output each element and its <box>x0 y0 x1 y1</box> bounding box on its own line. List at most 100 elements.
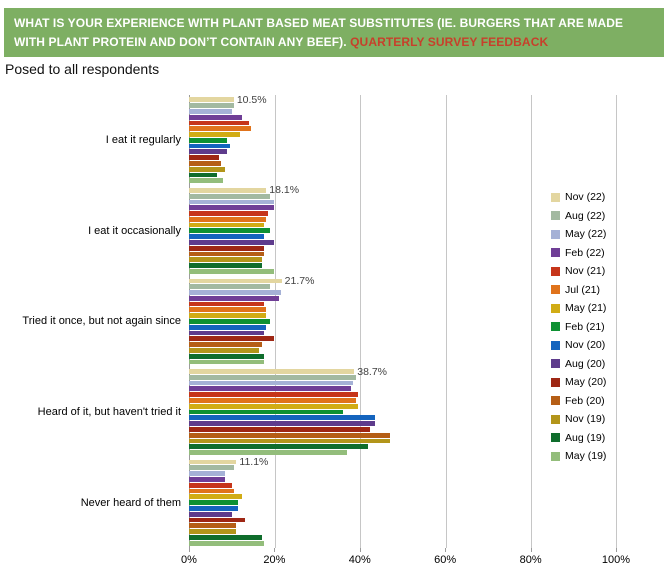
legend-item: Aug (20) <box>551 355 606 374</box>
bar-aug-20- <box>189 240 275 245</box>
bar-nov-20- <box>189 234 264 240</box>
bar-feb-20- <box>189 251 264 257</box>
bar-nov-22-: 38.7% <box>189 366 387 378</box>
legend-swatch <box>551 248 560 258</box>
bar-group: 11.1% <box>189 456 616 548</box>
category-row: Never heard of them 11.1% <box>0 456 616 548</box>
bar-chart: I eat it regularly 10.5% I eat it occasion… <box>0 88 672 577</box>
legend-swatch <box>551 266 560 276</box>
bar-nov-20- <box>189 506 239 511</box>
legend-swatch <box>551 433 560 443</box>
bar-jul-21- <box>189 216 266 222</box>
bar-jul-21- <box>189 398 356 403</box>
bar-may-20- <box>189 245 264 251</box>
bar-group: 21.7% <box>189 275 616 367</box>
bar-nov-19- <box>189 529 236 535</box>
bar-may-21- <box>189 313 266 319</box>
legend-label: Nov (20) <box>565 339 606 352</box>
bar-aug-19- <box>189 444 369 450</box>
legend-swatch <box>551 451 560 461</box>
bar-may-20- <box>189 155 219 161</box>
axis-tick-label: 100% <box>601 554 631 566</box>
bar-feb-20- <box>189 432 390 438</box>
bar-aug-20- <box>189 149 228 155</box>
legend-swatch <box>551 396 560 406</box>
bar-may-19- <box>189 450 347 456</box>
axis-tick-label: 80% <box>519 554 542 566</box>
bar-may-19- <box>189 359 264 365</box>
bar-aug-19- <box>189 535 262 540</box>
bar-may-22- <box>189 380 354 386</box>
legend-swatch <box>551 377 560 387</box>
legend-swatch <box>551 322 560 332</box>
bar-nov-21- <box>189 392 358 398</box>
axis-tick <box>359 548 361 552</box>
bar-nov-19- <box>189 257 262 263</box>
category-label: I eat it occasionally <box>88 224 181 237</box>
axis-tick-label: 60% <box>434 554 457 566</box>
data-label: 21.7% <box>284 275 315 287</box>
bar-nov-20- <box>189 324 266 330</box>
bar-feb-22- <box>189 205 275 211</box>
bar-nov-22-: 18.1% <box>189 184 299 196</box>
bar-nov-21- <box>189 120 249 126</box>
legend-swatch <box>551 340 560 350</box>
bar-nov-20- <box>189 415 375 421</box>
bar-feb-22- <box>189 386 352 392</box>
legend-label: Feb (20) <box>565 394 605 407</box>
bar-aug-19- <box>189 263 262 269</box>
legend-swatch <box>551 359 560 369</box>
bar-feb-22- <box>189 477 226 482</box>
axis-tick <box>530 548 532 552</box>
bar-feb-22- <box>189 295 279 301</box>
bar-aug-22- <box>189 465 234 471</box>
legend-item: Jul (21) <box>551 281 606 300</box>
axis-tick <box>616 548 617 552</box>
axis-tick-label: 20% <box>263 554 286 566</box>
bar-feb-22- <box>189 114 243 120</box>
legend-swatch <box>551 414 560 424</box>
legend-item: Aug (22) <box>551 207 606 226</box>
legend-label: May (20) <box>565 376 607 389</box>
legend-label: Nov (22) <box>565 191 606 204</box>
category-row: I eat it occasionally 18.1% <box>0 184 616 277</box>
bar-aug-22- <box>189 103 234 108</box>
bar-jul-21- <box>189 126 251 132</box>
legend-item: May (22) <box>551 225 606 244</box>
x-axis: 0% 20% 40% 60% 80% 100% <box>181 548 630 574</box>
legend-label: Nov (19) <box>565 413 606 426</box>
category-label: I eat it regularly <box>105 134 181 147</box>
bar-aug-22- <box>189 374 356 380</box>
bar-jul-21- <box>189 488 234 494</box>
axis-tick-label: 40% <box>348 554 371 566</box>
bar-nov-21- <box>189 482 232 488</box>
bar-nov-19- <box>189 348 260 353</box>
bar-feb-20- <box>189 523 236 529</box>
legend-item: Nov (19) <box>551 410 606 429</box>
legend-label: Nov (21) <box>565 265 606 278</box>
bar-nov-21- <box>189 211 268 216</box>
legend-label: May (19) <box>565 450 607 463</box>
gridline-60 <box>445 95 447 548</box>
bar-group: 10.5% <box>189 94 616 186</box>
legend-item: May (20) <box>551 373 606 392</box>
bar-group: 18.1% <box>189 184 616 277</box>
bar-feb-21- <box>189 137 228 143</box>
data-label: 11.1% <box>239 456 269 469</box>
legend-label: May (22) <box>565 228 607 241</box>
bar-may-21- <box>189 494 243 500</box>
survey-question-text: WHAT IS YOUR EXPERIENCE WITH PLANT BASED… <box>14 16 624 49</box>
gridline-40 <box>360 95 362 548</box>
bar-nov-22-: 10.5% <box>189 94 267 106</box>
legend-label: Aug (22) <box>565 209 606 222</box>
bar-feb-20- <box>189 342 262 348</box>
bar-may-22- <box>189 290 281 295</box>
bar-nov-20- <box>189 143 230 149</box>
axis-tick-label: 0% <box>181 554 197 566</box>
bar-aug-19- <box>189 172 217 178</box>
bar-nov-19- <box>189 438 390 444</box>
data-label: 38.7% <box>357 365 388 378</box>
bar-feb-21- <box>189 319 271 324</box>
bar-feb-20- <box>189 161 222 166</box>
